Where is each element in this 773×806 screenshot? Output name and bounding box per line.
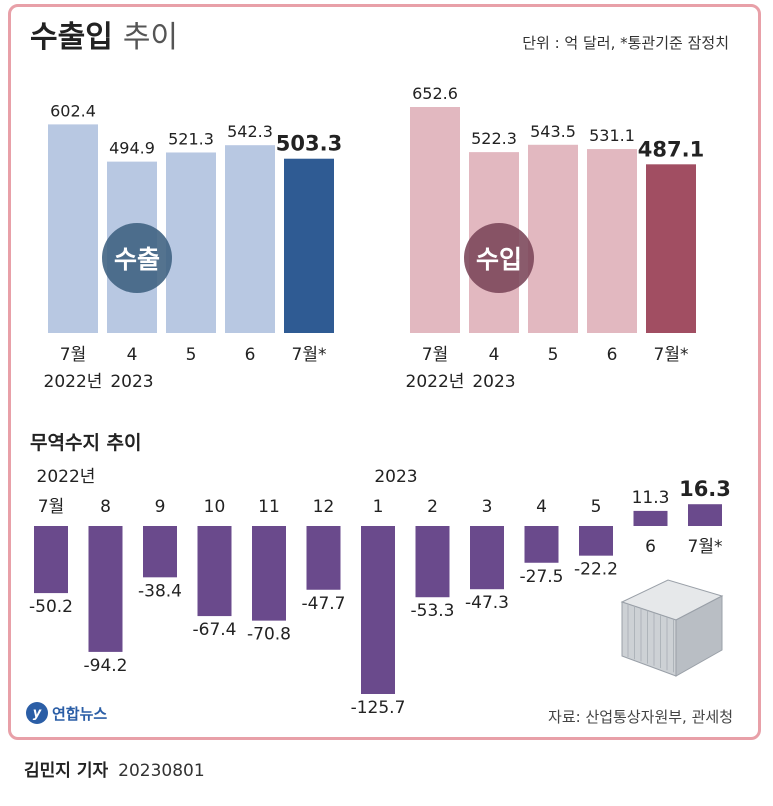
balance-value-label: -38.4 (138, 581, 182, 601)
balance-bar (143, 526, 177, 578)
export-badge-label: 수출 (114, 245, 160, 274)
export-tick-label: 7월 (60, 345, 86, 365)
balance-bar (197, 526, 232, 617)
balance-tick-label: 7월 (38, 497, 64, 517)
import-value-label: 543.5 (530, 122, 576, 141)
balance-bar (524, 526, 559, 563)
import-badge-label: 수입 (476, 245, 522, 274)
export-bar (166, 152, 216, 333)
import-tick-label: 5 (548, 345, 559, 365)
balance-tick-label: 10 (204, 497, 226, 517)
source-note: 자료: 산업통상자원부, 관세청 (548, 708, 733, 726)
balance-value-label: -27.5 (520, 567, 564, 587)
import-bar (410, 107, 460, 333)
import-tick-label: 7월* (654, 345, 689, 365)
balance-year-label: 2022년 (37, 467, 96, 487)
logo-text: 연합뉴스 (52, 704, 108, 723)
balance-value-label: -47.3 (465, 593, 509, 613)
balance-tick-label: 9 (155, 497, 166, 517)
import-tick-label: 2022년 (406, 372, 465, 392)
balance-value-label: -67.4 (193, 620, 237, 640)
page-title: 수출입 추이 (30, 12, 178, 56)
balance-value-label: -94.2 (84, 656, 128, 676)
import-value-label: 487.1 (638, 137, 704, 161)
export-tick-label: 6 (245, 345, 256, 365)
balance-value-label: -50.2 (29, 597, 73, 617)
balance-value-label: 16.3 (679, 477, 731, 501)
balance-tick-label: 4 (536, 497, 547, 517)
export-badge (102, 223, 172, 293)
balance-tick-label: 2 (427, 497, 438, 517)
balance-value-label: -47.7 (302, 594, 346, 614)
balance-bar (88, 526, 123, 652)
container-illustration (620, 579, 724, 677)
balance-tick-label: 6 (645, 537, 656, 557)
import-tick-label: 7월 (422, 345, 448, 365)
export-value-label: 542.3 (227, 122, 273, 141)
import-tick-label: 2023 (472, 372, 515, 392)
balance-value-label: 11.3 (632, 488, 670, 508)
balance-bar (470, 526, 504, 590)
export-value-label: 494.9 (109, 139, 155, 158)
logo-icon: y (26, 702, 48, 724)
import-bar (587, 149, 637, 333)
yonhap-logo: y 연합뉴스 (26, 702, 107, 724)
balance-bar (579, 526, 613, 556)
export-tick-label: 7월* (292, 345, 327, 365)
balance-tick-label: 8 (100, 497, 111, 517)
import-bar (646, 164, 696, 333)
publish-date: 20230801 (118, 761, 205, 781)
reporter-name: 김민지 기자 (24, 761, 109, 781)
balance-tick-label: 7월* (688, 537, 723, 557)
export-value-label: 521.3 (168, 129, 214, 148)
import-badge (464, 223, 534, 293)
balance-value-label: -22.2 (574, 560, 618, 580)
balance-value-label: -53.3 (411, 601, 455, 621)
balance-value-label: -70.8 (247, 625, 291, 645)
balance-bar (361, 526, 395, 694)
balance-bar (306, 526, 341, 590)
import-value-label: 652.6 (412, 84, 458, 103)
export-bar (48, 124, 98, 333)
container-side (675, 595, 723, 677)
export-value-label: 503.3 (276, 132, 342, 156)
balance-bar (415, 526, 450, 598)
export-tick-label: 2022년 (44, 372, 103, 392)
balance-tick-label: 12 (313, 497, 335, 517)
title-light: 추이 (122, 20, 179, 55)
export-tick-label: 2023 (110, 372, 153, 392)
export-tick-label: 5 (186, 345, 197, 365)
balance-tick-label: 1 (373, 497, 384, 517)
balance-bar (252, 526, 286, 621)
balance-tick-label: 11 (258, 497, 280, 517)
byline: 김민지 기자 20230801 (24, 756, 205, 781)
balance-bar (34, 526, 68, 594)
import-tick-label: 6 (607, 345, 618, 365)
balance-tick-label: 5 (591, 497, 602, 517)
import-value-label: 522.3 (471, 129, 517, 148)
export-bar (225, 145, 275, 333)
title-bold: 수출입 (30, 20, 113, 55)
trade-balance-title: 무역수지 추이 (30, 432, 142, 454)
balance-bar (633, 510, 668, 526)
balance-bar (688, 504, 722, 526)
import-value-label: 531.1 (589, 126, 635, 145)
balance-year-label: 2023 (374, 467, 417, 487)
unit-note: 단위 : 억 달러, *통관기준 잠정치 (522, 34, 729, 52)
export-value-label: 602.4 (50, 101, 96, 120)
balance-tick-label: 3 (482, 497, 493, 517)
export-bar (284, 158, 334, 333)
balance-value-label: -125.7 (351, 698, 406, 718)
chart-frame (8, 4, 761, 740)
export-tick-label: 4 (127, 345, 138, 365)
import-bar (528, 144, 578, 333)
import-tick-label: 4 (489, 345, 500, 365)
